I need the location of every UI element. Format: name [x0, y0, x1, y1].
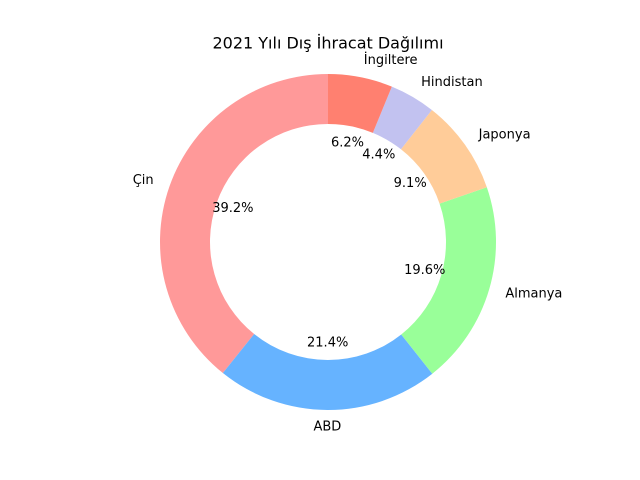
percent-label: 4.4%	[362, 147, 395, 162]
slice-label: Çin	[133, 173, 154, 188]
percent-label: 21.4%	[307, 335, 348, 350]
donut-slice	[222, 334, 433, 410]
percent-label: 19.6%	[404, 263, 445, 278]
donut-slice	[401, 187, 496, 374]
donut-slice	[372, 86, 432, 150]
donut-slice	[159, 74, 328, 374]
percent-label: 9.1%	[394, 176, 427, 191]
slice-label: Hindistan	[421, 75, 483, 90]
donut-slice	[328, 74, 392, 133]
donut-slice	[400, 109, 487, 204]
slice-label: İngiltere	[364, 52, 418, 68]
slice-label: ABD	[314, 419, 342, 434]
percent-label: 6.2%	[331, 136, 364, 151]
percent-label: 39.2%	[212, 201, 253, 216]
chart-title: 2021 Yılı Dış İhracat Dağılımı	[212, 34, 443, 53]
slice-label: Almanya	[505, 286, 562, 301]
slice-label: Japonya	[478, 127, 531, 142]
